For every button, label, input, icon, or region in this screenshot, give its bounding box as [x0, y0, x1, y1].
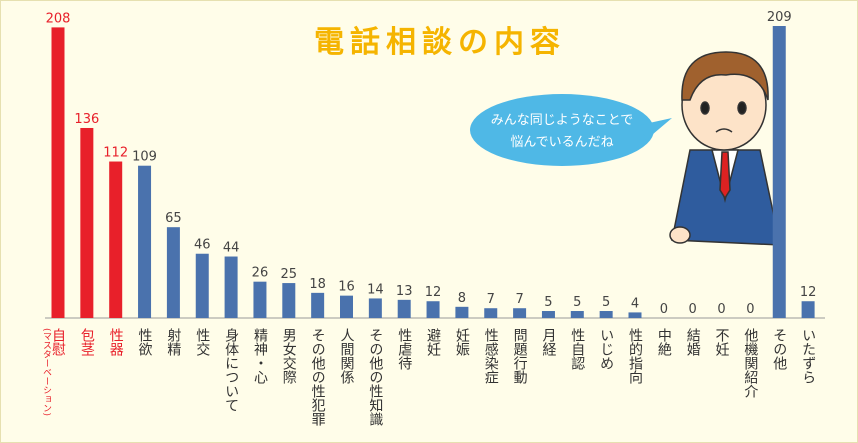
- x-tick-label: 身体について: [223, 328, 239, 412]
- bar: [513, 308, 527, 318]
- value-label: 109: [132, 150, 157, 165]
- x-tick-label: いじめ: [598, 328, 614, 370]
- value-label: 26: [252, 266, 269, 281]
- bar: [51, 27, 65, 319]
- bar: [455, 306, 469, 318]
- x-tick-label: 精神・心: [252, 328, 268, 384]
- value-label: 4: [631, 296, 639, 311]
- bar: [166, 227, 180, 318]
- value-label: 5: [602, 295, 610, 310]
- bar: [311, 292, 325, 318]
- bar: [340, 295, 353, 318]
- x-tick-label: いたずら: [800, 328, 816, 384]
- bar: [282, 283, 296, 318]
- value-label: 16: [338, 280, 355, 295]
- value-label: 112: [103, 146, 128, 161]
- value-label: 0: [660, 302, 668, 317]
- value-label: 8: [458, 291, 466, 306]
- annotation: みんな同じようなことで: [491, 113, 634, 128]
- value-label: 5: [573, 295, 581, 310]
- bar: [80, 127, 94, 318]
- x-tick-label: 避妊: [425, 328, 441, 357]
- annotation: 悩んでいるんだね: [510, 135, 613, 150]
- value-label: 25: [281, 267, 298, 282]
- x-tick-label: 妊娠: [454, 328, 470, 356]
- value-label: 209: [767, 10, 792, 25]
- x-tick-label: その他: [771, 328, 787, 371]
- bar: [541, 311, 555, 318]
- value-label: 0: [746, 302, 754, 317]
- x-tick-label: 性虐待: [396, 328, 412, 371]
- value-label: 0: [717, 302, 725, 317]
- x-tick-label: 性的指向: [627, 328, 643, 384]
- x-tick-label: 他機関紹介: [742, 328, 758, 398]
- x-tick-label: 性欲: [137, 328, 153, 356]
- x-tick-label: 問題行動: [512, 328, 528, 385]
- x-tick-label: 男女交際: [281, 328, 297, 384]
- value-label: 136: [74, 112, 99, 127]
- chart-title: 電話相談の内容: [314, 25, 566, 60]
- bar: [253, 281, 267, 318]
- bar: [801, 301, 815, 318]
- x-tick-label: 射精: [165, 328, 181, 356]
- bar: [484, 308, 498, 318]
- value-label: 5: [544, 295, 552, 310]
- bar: [397, 299, 411, 318]
- category-note: (マスターベーション): [41, 328, 52, 416]
- x-tick-label: 性自認: [569, 328, 585, 370]
- x-tick-label: 包茎: [79, 328, 95, 356]
- value-label: 14: [367, 282, 384, 297]
- x-tick-label: 不妊: [714, 328, 730, 357]
- value-label: 44: [223, 241, 240, 256]
- value-label: 208: [46, 11, 71, 26]
- value-label: 13: [396, 284, 413, 299]
- bar: [138, 165, 152, 318]
- value-label: 12: [800, 285, 817, 300]
- value-label: 65: [165, 211, 182, 226]
- bar: [109, 161, 123, 318]
- x-tick-label: その他の性犯罪: [310, 328, 326, 426]
- person-illustration: [669, 51, 781, 246]
- value-label: 7: [515, 292, 523, 307]
- bar: [628, 312, 642, 318]
- x-tick-label: 性器: [108, 328, 124, 356]
- value-label: 46: [194, 238, 211, 253]
- x-tick-label: 性感染症: [483, 328, 499, 384]
- bar: [599, 311, 613, 318]
- value-label: 18: [309, 277, 326, 292]
- x-tick-label: 自慰: [50, 328, 66, 356]
- x-tick-label: 人間関係: [339, 328, 355, 385]
- speech-bubble: みんな同じようなことで 悩んでいるんだね: [470, 94, 672, 166]
- x-tick-label: その他の性知識: [367, 328, 383, 427]
- x-tick-label: 結婚: [685, 328, 701, 356]
- bar: [570, 311, 584, 318]
- bar: [772, 26, 786, 318]
- x-tick-label: 性交: [194, 328, 210, 356]
- bar: [426, 301, 440, 318]
- bar: [368, 298, 382, 318]
- x-tick-label: 中絶: [656, 328, 672, 356]
- bar: [224, 256, 238, 318]
- value-label: 0: [689, 302, 697, 317]
- bar: [195, 253, 209, 318]
- value-label: 12: [425, 285, 442, 300]
- value-label: 7: [487, 292, 495, 307]
- x-tick-label: 月経: [540, 328, 556, 356]
